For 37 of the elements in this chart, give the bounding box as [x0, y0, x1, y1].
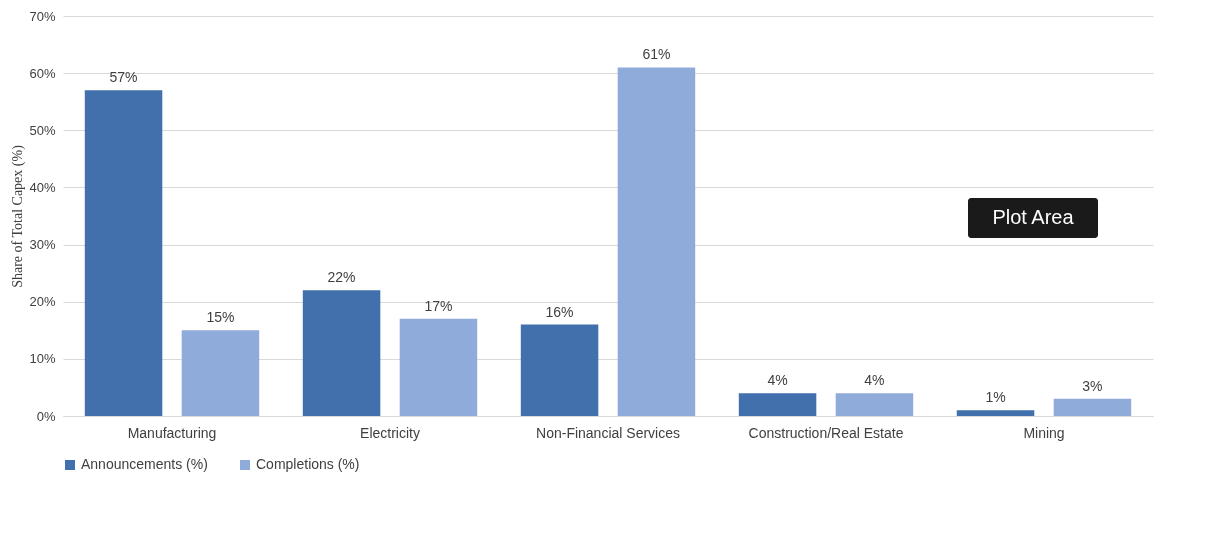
- x-tick-label: Non-Financial Services: [536, 424, 680, 441]
- y-tick-label: 60%: [29, 65, 56, 81]
- data-label: 16%: [545, 303, 574, 320]
- bar: [738, 393, 817, 416]
- data-label: 57%: [109, 69, 138, 86]
- x-tick-label: Construction/Real Estate: [748, 424, 904, 441]
- bar: [1053, 398, 1132, 416]
- bar: [84, 90, 163, 416]
- x-tick-label: Electricity: [360, 424, 420, 441]
- bar: [181, 330, 260, 416]
- y-tick-label: 50%: [29, 122, 56, 138]
- x-tick-label: Mining: [1023, 424, 1065, 441]
- y-tick-label: 20%: [29, 294, 56, 310]
- bar: [399, 318, 478, 416]
- annotation: Plot Area: [992, 206, 1075, 228]
- data-label: 4%: [767, 372, 788, 389]
- data-label: 15%: [206, 309, 235, 326]
- legend-label: Completions (%): [256, 456, 360, 472]
- x-tick-label: Manufacturing: [127, 424, 217, 441]
- y-tick-label: 30%: [29, 237, 56, 253]
- bar: [617, 67, 696, 416]
- y-tick-label: 70%: [29, 8, 56, 24]
- data-label: 3%: [1082, 377, 1103, 394]
- bar: [520, 324, 599, 416]
- legend-label: Announcements (%): [81, 456, 208, 472]
- data-label: 61%: [642, 46, 671, 63]
- data-label: 1%: [985, 389, 1006, 406]
- bar: [956, 410, 1035, 416]
- data-label: 17%: [424, 297, 453, 314]
- bar: [835, 393, 914, 416]
- bar: [302, 290, 381, 416]
- y-axis-title: Share of Total Capex (%): [10, 144, 27, 288]
- data-label: 4%: [864, 372, 885, 389]
- data-label: 22%: [327, 269, 356, 286]
- y-tick-label: 0%: [36, 408, 56, 424]
- y-tick-label: 10%: [29, 351, 56, 367]
- y-tick-label: 40%: [29, 179, 56, 195]
